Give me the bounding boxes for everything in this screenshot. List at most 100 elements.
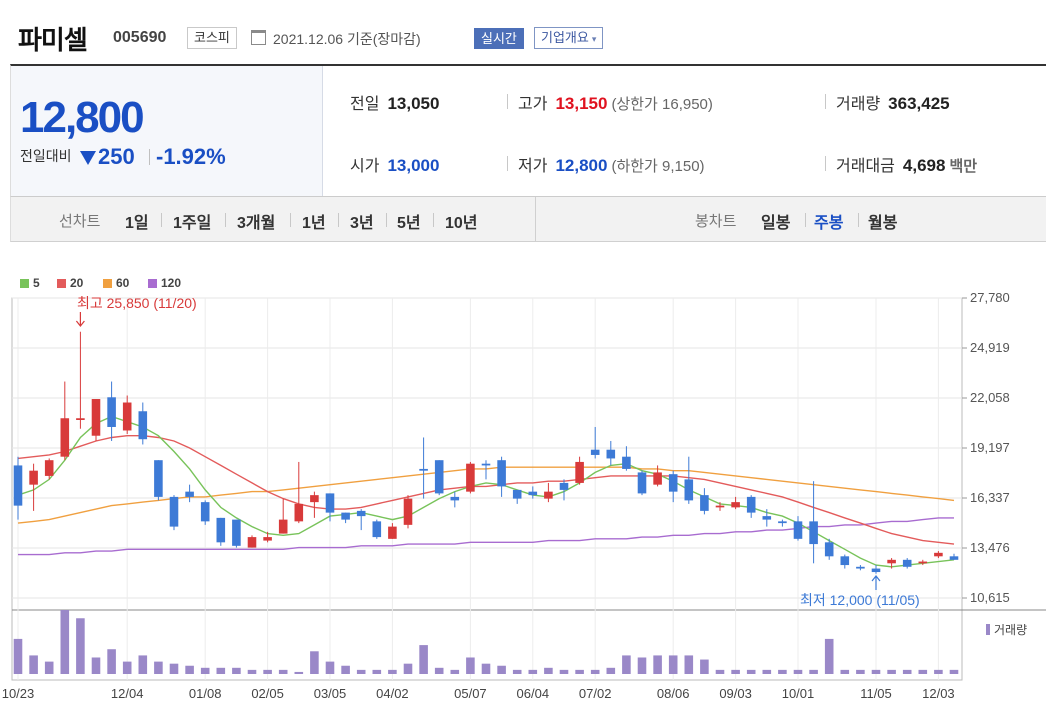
stock-code: 005690	[113, 29, 167, 46]
divider	[535, 197, 536, 242]
candle-body	[372, 521, 382, 538]
candle-body	[559, 482, 569, 490]
volume-value: 363,425	[888, 94, 950, 113]
change-percent: -1.92%	[156, 144, 226, 169]
candle-body	[856, 566, 865, 569]
calendar-icon	[251, 30, 266, 45]
candle-body	[419, 468, 428, 471]
period-1w[interactable]: 1주일	[173, 215, 212, 232]
volume-bar	[154, 661, 163, 674]
period-3y[interactable]: 3년	[350, 215, 374, 232]
period-10y[interactable]: 10년	[445, 215, 478, 232]
candle-body	[403, 498, 413, 525]
x-tick-label: 01/08	[189, 686, 222, 701]
x-tick-label: 10/23	[2, 686, 35, 701]
candle-body	[653, 472, 662, 485]
candle-body	[934, 552, 943, 557]
period-selector: 선차트 1일 1주일 3개월 1년 3년 5년 10년 봉차트 일봉 주봉 월봉	[10, 197, 1046, 242]
volume-bar	[653, 655, 662, 674]
volume-bar	[700, 659, 709, 674]
volume-bar	[216, 667, 226, 674]
candle-body	[434, 460, 444, 494]
volume-bar	[388, 669, 397, 674]
candle-body	[871, 568, 881, 573]
volume-label: 거래량	[994, 623, 1027, 637]
candle-body	[762, 516, 772, 520]
candle-body	[637, 472, 647, 494]
volume-bar	[590, 669, 600, 674]
candle-body	[497, 460, 506, 487]
corp-info-dropdown[interactable]: 기업개요 ▾	[534, 27, 604, 49]
legend-swatch	[148, 279, 157, 288]
legend-ma60: 60	[103, 276, 129, 290]
candle-body	[76, 418, 85, 420]
candle-body	[809, 521, 818, 545]
candle-body	[122, 402, 132, 431]
candle-body	[44, 460, 54, 476]
volume-bar	[356, 669, 366, 674]
candle-weekly[interactable]: 주봉	[814, 215, 844, 232]
volume-bar	[434, 667, 444, 674]
candle-body	[778, 521, 787, 524]
period-5y[interactable]: 5년	[397, 215, 421, 232]
candle-body	[13, 465, 23, 506]
legend-swatch	[103, 279, 112, 288]
chevron-down-icon: ▾	[591, 34, 597, 44]
line-chart-label: 선차트	[59, 213, 101, 230]
high-price: 고가 13,150 (상한가 16,950)	[507, 90, 713, 114]
volume-bar	[528, 669, 538, 674]
legend-swatch	[20, 279, 29, 288]
upper-limit: (상한가 16,950)	[611, 96, 713, 113]
candlestick-chart[interactable]: 27,780 24,919 22,058 19,197 16,337 13,476 10,6…	[0, 288, 1046, 708]
volume-bar	[466, 657, 475, 674]
open-price: 시가 13,000	[350, 152, 439, 176]
open-value: 13,000	[387, 156, 440, 175]
divider	[338, 213, 339, 227]
period-3m[interactable]: 3개월	[237, 215, 276, 232]
candle-daily[interactable]: 일봉	[761, 215, 791, 232]
candle-body	[512, 489, 522, 499]
candle-body	[731, 502, 740, 508]
candle-body	[824, 542, 834, 557]
volume-bar	[715, 669, 725, 674]
trade-amount: 거래대금 4,698 백만	[824, 152, 978, 176]
volume-bar	[91, 657, 101, 674]
volume-bar	[622, 655, 631, 674]
divider	[225, 213, 226, 227]
volume-bar	[606, 667, 616, 674]
volume-bar	[294, 671, 304, 674]
high-value: 13,150	[555, 94, 608, 113]
x-tick-label: 09/03	[719, 686, 752, 701]
amount-value: 4,698	[902, 156, 946, 175]
y-tick-label: 19,197	[970, 440, 1010, 455]
company-name: 파미셀	[18, 25, 88, 55]
realtime-button[interactable]: 실시간	[474, 28, 524, 49]
volume-bar	[278, 669, 288, 674]
candle-body	[341, 512, 350, 520]
period-1d[interactable]: 1일	[125, 215, 149, 232]
candle-body	[450, 496, 460, 501]
volume-bar	[403, 663, 413, 674]
volume-bar	[13, 638, 23, 674]
x-tick-label: 11/05	[860, 686, 892, 701]
candle-body	[668, 474, 678, 492]
x-tick-label: 12/04	[111, 686, 144, 701]
x-tick-label: 02/05	[251, 686, 284, 701]
candle-body	[278, 519, 288, 534]
low-annotation: 최저 12,000 (11/05)	[800, 592, 920, 608]
base-date: 2021.12.06 기준(장마감)	[273, 31, 421, 47]
divider	[858, 213, 859, 227]
divider	[161, 213, 162, 227]
candle-monthly[interactable]: 월봉	[868, 215, 898, 232]
volume-bar	[793, 669, 803, 674]
legend-swatch	[57, 279, 66, 288]
open-label: 시가	[350, 158, 380, 175]
volume-bar	[949, 669, 959, 674]
period-1y[interactable]: 1년	[302, 215, 326, 232]
volume-bar	[138, 655, 148, 674]
candle-body	[294, 503, 304, 522]
candle-body	[700, 495, 709, 511]
x-tick-label: 03/05	[314, 686, 347, 701]
volume-bar	[29, 655, 38, 674]
amount-unit: 백만	[949, 158, 978, 175]
